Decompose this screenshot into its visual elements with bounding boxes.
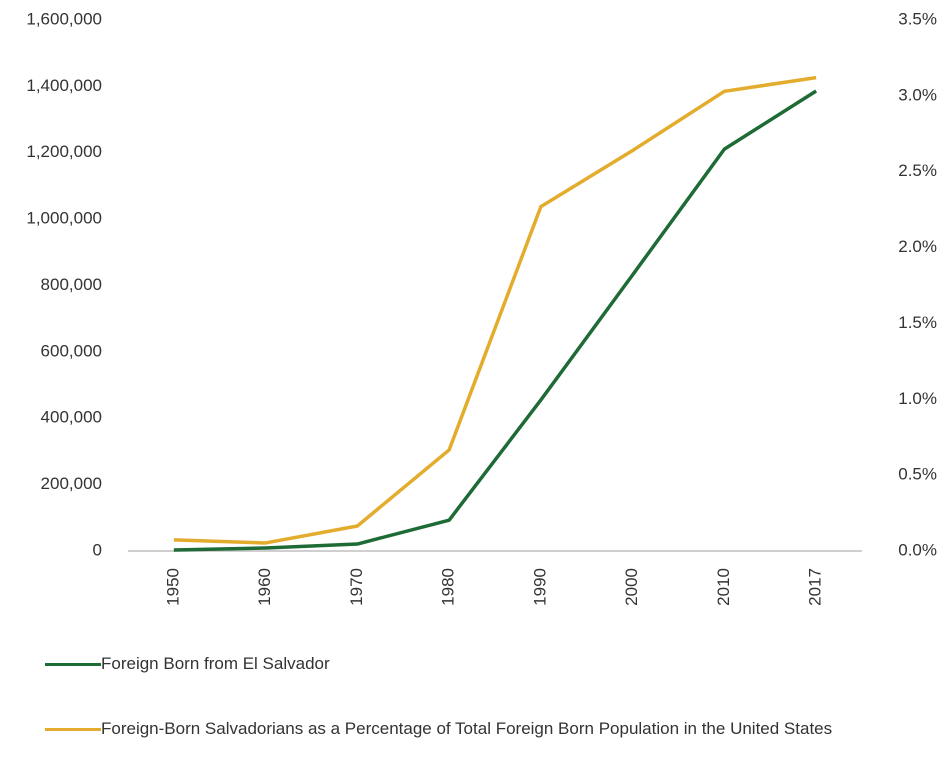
x-tick-label: 2000	[622, 568, 641, 606]
y-tick-label: 1,400,000	[26, 76, 102, 95]
legend-entry: Foreign-Born Salvadorians as a Percentag…	[45, 718, 925, 740]
y-tick-label: 400,000	[41, 408, 102, 427]
y-tick-label: 0	[93, 540, 102, 559]
x-tick-label: 1950	[163, 568, 182, 606]
y-tick-label: 600,000	[41, 341, 102, 360]
y-tick-label: 800,000	[41, 275, 102, 294]
y-tick-label: 200,000	[41, 474, 102, 493]
y2-tick-label: 3.5%	[898, 9, 937, 28]
y2-tick-label: 1.0%	[898, 389, 937, 408]
x-tick-label: 1960	[255, 568, 274, 606]
y2-tick-label: 3.0%	[898, 85, 937, 104]
series-line	[173, 89, 818, 552]
y2-tick-label: 0.0%	[898, 540, 937, 559]
series-line	[173, 75, 817, 545]
y2-tick-label: 2.0%	[898, 237, 937, 256]
legend-swatch	[45, 728, 101, 731]
legend-swatch	[45, 663, 101, 666]
x-tick-label: 2010	[714, 568, 733, 606]
y2-tick-label: 1.5%	[898, 313, 937, 332]
legend-label: Foreign-Born Salvadorians as a Percentag…	[101, 719, 833, 738]
x-tick-label: 1970	[347, 568, 366, 606]
y-tick-label: 1,200,000	[26, 142, 102, 161]
x-tick-label: 1980	[439, 568, 458, 606]
y2-tick-label: 0.5%	[898, 465, 937, 484]
chart: 0 200,000 400,000 600,000 800,000 1,000,000 1,…	[26, 9, 937, 606]
legend-entry: Foreign Born from El Salvador	[45, 653, 925, 675]
y-tick-label: 1,000,000	[26, 209, 102, 228]
y2-tick-label: 2.5%	[898, 161, 937, 180]
x-tick-label: 1990	[530, 568, 549, 606]
legend-label: Foreign Born from El Salvador	[101, 654, 330, 673]
y-tick-label: 1,600,000	[26, 9, 102, 28]
x-tick-label: 2017	[806, 568, 825, 606]
